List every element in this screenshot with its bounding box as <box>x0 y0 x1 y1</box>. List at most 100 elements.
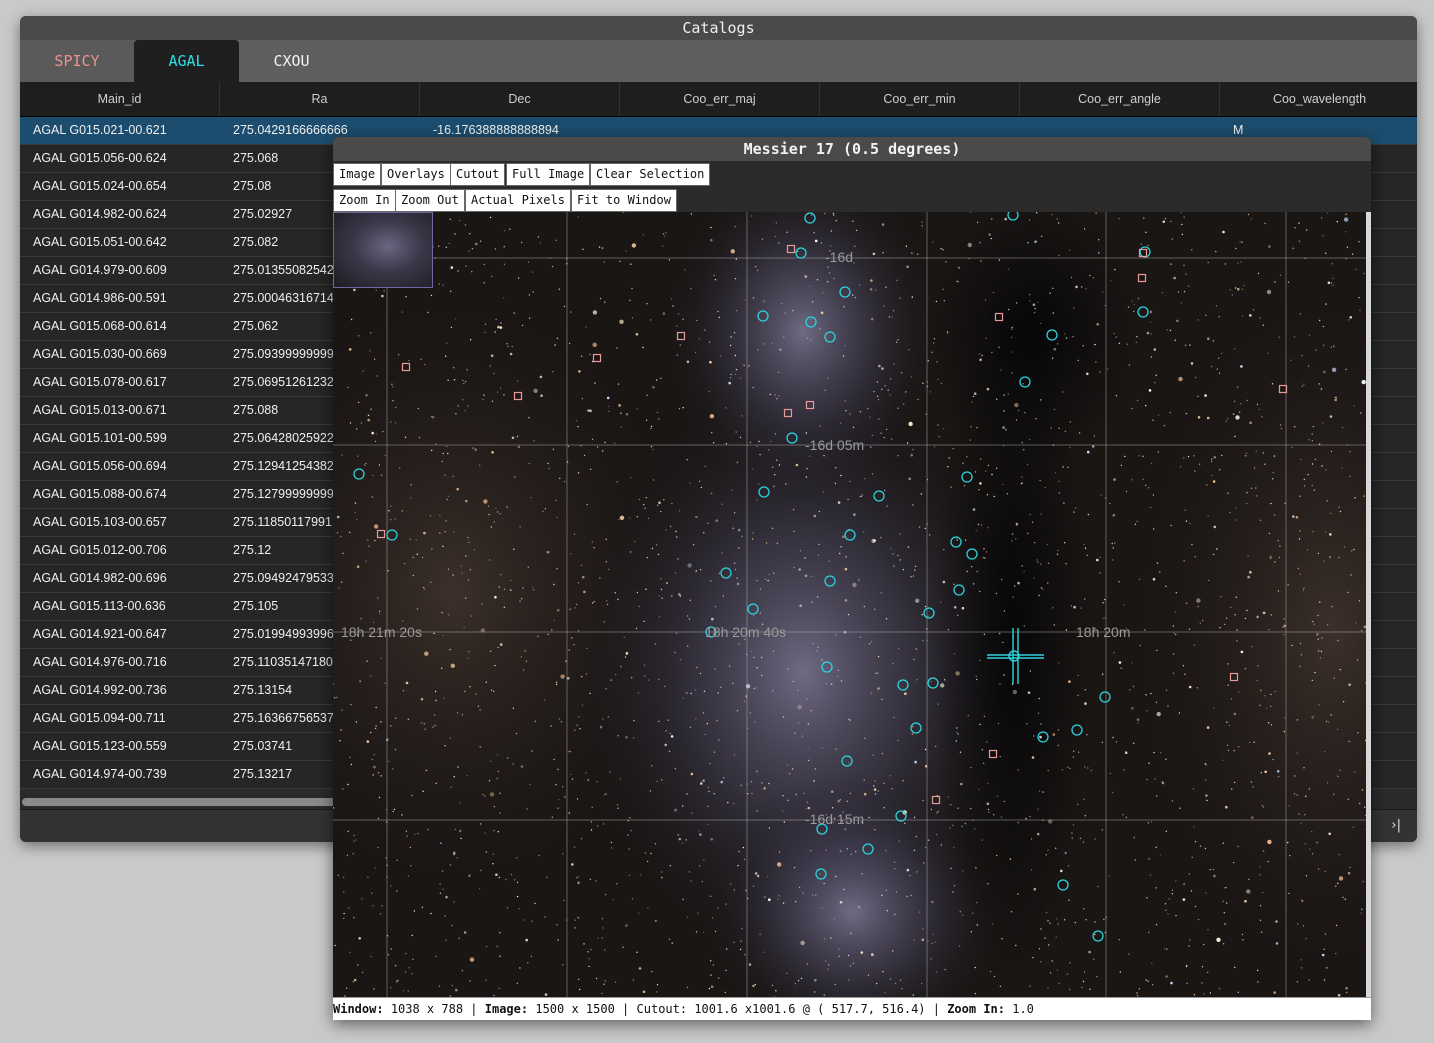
overlays-menu-button[interactable]: Overlays <box>381 163 451 186</box>
star <box>860 495 863 497</box>
star <box>996 795 999 797</box>
star <box>686 360 690 364</box>
star <box>806 467 808 470</box>
cutout-button[interactable]: Cutout <box>450 163 506 186</box>
star <box>573 644 575 646</box>
star <box>1338 506 1340 508</box>
star <box>1270 555 1272 558</box>
tab-cxou[interactable]: CXOU <box>273 52 310 70</box>
star <box>957 614 959 616</box>
star <box>677 313 680 315</box>
star <box>818 510 821 513</box>
star <box>828 560 830 562</box>
star <box>1003 410 1005 412</box>
star <box>1011 328 1013 330</box>
star <box>828 272 831 274</box>
star <box>1069 421 1071 423</box>
column-header-coo-err-min[interactable]: Coo_err_min <box>820 82 1020 116</box>
star <box>843 306 845 308</box>
zoom-in-button[interactable]: Zoom In <box>333 189 396 212</box>
star <box>1248 878 1250 881</box>
star <box>812 894 814 896</box>
actual-pixels-button[interactable]: Actual Pixels <box>465 189 571 212</box>
star <box>489 792 495 797</box>
image-menu-button[interactable]: Image <box>333 163 382 186</box>
star <box>852 220 854 222</box>
star <box>1338 876 1344 881</box>
star <box>733 512 736 514</box>
column-header-coo-err-angle[interactable]: Coo_err_angle <box>1020 82 1220 116</box>
star <box>412 958 414 960</box>
fit-to-window-button[interactable]: Fit to Window <box>571 189 677 212</box>
star <box>1267 722 1270 724</box>
star <box>1162 220 1166 223</box>
column-header-dec[interactable]: Dec <box>420 82 620 116</box>
star <box>905 245 908 247</box>
star <box>942 249 944 251</box>
star <box>1348 683 1351 686</box>
column-header-ra[interactable]: Ra <box>220 82 420 116</box>
star <box>447 452 449 455</box>
star <box>890 378 892 380</box>
star <box>1099 556 1101 558</box>
horizontal-scrollbar[interactable] <box>22 798 337 806</box>
star <box>372 474 374 477</box>
star <box>1349 316 1353 319</box>
star <box>1204 394 1207 397</box>
star <box>1156 711 1161 717</box>
star <box>627 820 629 822</box>
sky-image-canvas[interactable]: -16d -16d 05m -16d 15m 18h 21m 20s 18h 2… <box>333 212 1366 997</box>
star <box>394 518 396 520</box>
star <box>1169 411 1171 414</box>
star <box>1120 464 1123 467</box>
star <box>884 489 886 492</box>
star-field <box>333 212 1366 997</box>
star <box>651 765 653 767</box>
star <box>998 346 1000 348</box>
star <box>1177 291 1180 293</box>
star <box>488 513 490 516</box>
star <box>950 486 952 488</box>
star <box>738 643 740 645</box>
star <box>1064 851 1067 855</box>
column-header-coo-err-maj[interactable]: Coo_err_maj <box>620 82 820 116</box>
last-page-icon[interactable]: ›| <box>1391 818 1401 833</box>
star <box>589 409 592 413</box>
star <box>1136 718 1140 721</box>
tab-agal[interactable]: AGAL <box>134 40 239 82</box>
star <box>1131 300 1133 302</box>
star <box>1205 794 1208 797</box>
star <box>1299 665 1301 668</box>
star <box>1136 520 1138 522</box>
star <box>1316 633 1319 636</box>
zoom-out-button[interactable]: Zoom Out <box>395 189 465 212</box>
tab-spicy[interactable]: SPICY <box>20 40 134 82</box>
star <box>1215 250 1217 253</box>
star <box>684 269 686 271</box>
column-header-main-id[interactable]: Main_id <box>20 82 220 116</box>
vertical-scrollbar[interactable] <box>1366 212 1371 997</box>
star <box>1259 905 1262 907</box>
star <box>456 857 458 859</box>
agal-source-marker <box>1092 930 1104 942</box>
star <box>844 567 848 571</box>
star <box>784 312 786 314</box>
star <box>1058 254 1060 257</box>
star <box>441 667 443 669</box>
star <box>1029 670 1032 672</box>
star <box>1260 931 1263 933</box>
overview-thumbnail[interactable] <box>333 212 433 288</box>
star <box>740 784 742 786</box>
clear-selection-button[interactable]: Clear Selection <box>590 163 711 186</box>
star <box>902 568 904 571</box>
full-image-button[interactable]: Full Image <box>506 163 591 186</box>
star <box>1112 736 1114 739</box>
star <box>1361 908 1363 910</box>
column-header-coo-wavelength[interactable]: Coo_wavelength <box>1220 82 1417 116</box>
star <box>832 212 835 215</box>
star <box>1233 861 1235 864</box>
star <box>924 748 927 751</box>
star <box>402 690 405 692</box>
sky-image-svg[interactable] <box>333 212 1366 997</box>
star <box>427 311 429 314</box>
